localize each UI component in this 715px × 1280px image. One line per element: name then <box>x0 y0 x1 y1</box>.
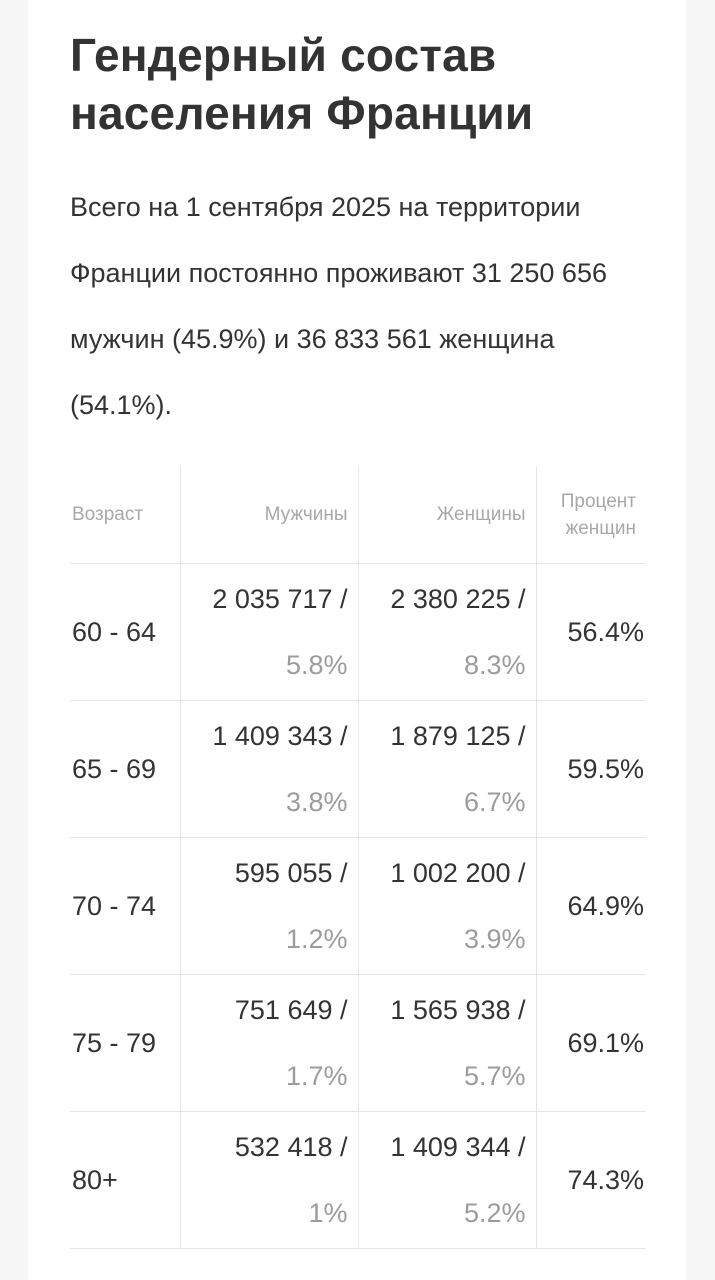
men-share: 5.8% <box>285 650 348 680</box>
age-cell: 70 - 74 <box>70 837 180 975</box>
men-count: 1 409 343 / <box>212 721 348 751</box>
age-cell: 80+ <box>70 1111 180 1249</box>
table-row: 80+ 532 418 / 1% 1 409 344 / 5.2% 74.3% <box>70 1111 646 1249</box>
header-age: Возраст <box>70 466 180 564</box>
table-row: 75 - 79 751 649 / 1.7% 1 565 938 / 5.7% … <box>70 974 646 1112</box>
age-cell: 65 - 69 <box>70 700 180 838</box>
header-men: Мужчины <box>179 466 358 564</box>
women-share: 6.7% <box>463 787 526 817</box>
women-cell: 1 565 938 / 5.7% <box>357 974 537 1112</box>
age-cell: 75 - 79 <box>70 974 180 1112</box>
women-cell: 1 409 344 / 5.2% <box>357 1111 537 1249</box>
content-card: Гендерный состав населения Франции Всего… <box>28 0 686 1280</box>
women-cell: 1 879 125 / 6.7% <box>357 700 537 838</box>
men-cell: 2 035 717 / 5.8% <box>179 563 358 701</box>
men-share: 1.2% <box>285 924 348 954</box>
women-share: 5.2% <box>463 1198 526 1228</box>
men-share: 1.7% <box>285 1061 348 1091</box>
men-cell: 595 055 / 1.2% <box>179 837 358 975</box>
women-count: 1 565 938 / <box>390 995 526 1025</box>
men-cell: 751 649 / 1.7% <box>179 974 358 1112</box>
women-share: 3.9% <box>463 924 526 954</box>
men-share: 3.8% <box>285 787 348 817</box>
men-cell: 1 409 343 / 3.8% <box>179 700 358 838</box>
men-count: 532 418 / <box>234 1132 348 1162</box>
age-cell: 60 - 64 <box>70 563 180 701</box>
percent-women-cell: 64.9% <box>536 837 646 975</box>
men-cell: 532 418 / 1% <box>179 1111 358 1249</box>
percent-women-cell: 74.3% <box>536 1111 646 1249</box>
header-percent-women: Процент женщин <box>536 466 646 564</box>
percent-women-cell: 59.5% <box>536 700 646 838</box>
women-count: 1 409 344 / <box>390 1132 526 1162</box>
women-share: 8.3% <box>463 650 526 680</box>
men-count: 751 649 / <box>234 995 348 1025</box>
header-women: Женщины <box>357 466 537 564</box>
women-count: 1 002 200 / <box>390 858 526 888</box>
percent-women-cell: 56.4% <box>536 563 646 701</box>
women-count: 2 380 225 / <box>390 584 526 614</box>
table-row: 65 - 69 1 409 343 / 3.8% 1 879 125 / 6.7… <box>70 700 646 838</box>
intro-paragraph: Всего на 1 сентября 2025 на территории Ф… <box>70 192 607 420</box>
men-count: 595 055 / <box>234 858 348 888</box>
women-cell: 2 380 225 / 8.3% <box>357 563 537 701</box>
page-title: Гендерный состав населения Франции <box>70 29 534 139</box>
gender-table: Возраст Мужчины Женщины Процент женщин 6… <box>70 466 646 1249</box>
women-cell: 1 002 200 / 3.9% <box>357 837 537 975</box>
men-share: 1% <box>308 1198 348 1228</box>
table-row: 60 - 64 2 035 717 / 5.8% 2 380 225 / 8.3… <box>70 563 646 701</box>
table-header-row: Возраст Мужчины Женщины Процент женщин <box>70 466 646 564</box>
percent-women-cell: 69.1% <box>536 974 646 1112</box>
men-count: 2 035 717 / <box>212 584 348 614</box>
article-content: Гендерный состав населения Франции Всего… <box>70 0 646 1249</box>
women-count: 1 879 125 / <box>390 721 526 751</box>
table-row: 70 - 74 595 055 / 1.2% 1 002 200 / 3.9% … <box>70 837 646 975</box>
women-share: 5.7% <box>463 1061 526 1091</box>
